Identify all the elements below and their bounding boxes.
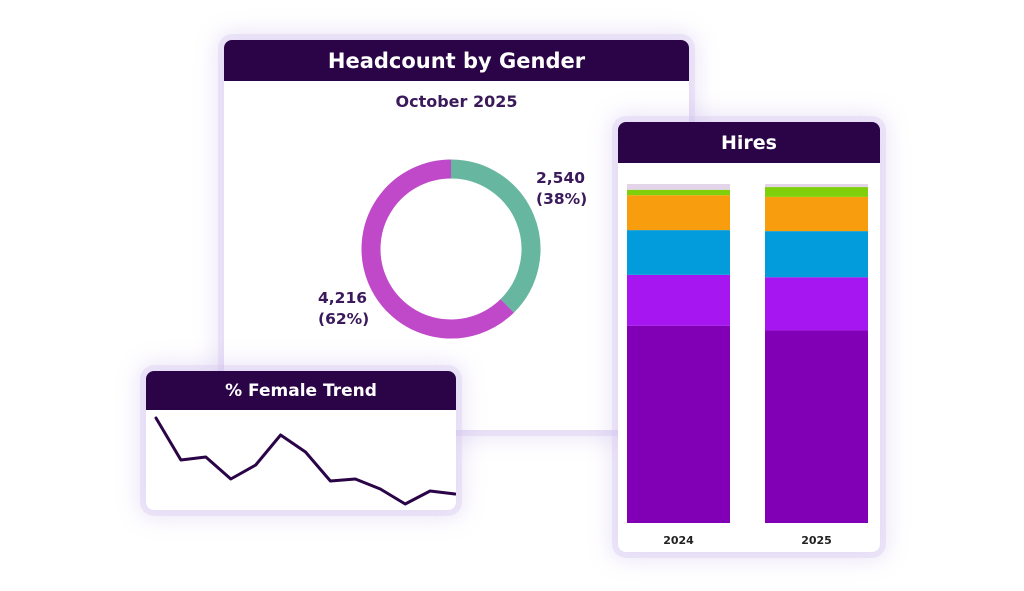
bar-2025-segment-2	[765, 277, 868, 331]
bar-2024-segment-2	[627, 274, 730, 326]
headcount-subtitle: October 2025	[395, 92, 518, 111]
magenta-slice-label: 4,216 (62%)	[318, 288, 369, 330]
female-trend-line	[154, 416, 456, 506]
hires-card-title: Hires	[618, 122, 880, 163]
hires-stacked-bar-chart: 2024 2025	[627, 184, 868, 547]
x-tick-label-2024: 2024	[663, 534, 694, 547]
bar-2024-segment-3	[627, 230, 730, 275]
teal-slice-value: 2,540	[536, 169, 586, 187]
bar-2024-segment-5	[627, 189, 730, 196]
teal-slice-label: 2,540 (38%)	[536, 168, 587, 210]
bar-2024-segment-4	[627, 195, 730, 231]
headcount-card-title: Headcount by Gender	[224, 40, 689, 81]
female-trend-title: % Female Trend	[146, 371, 456, 410]
bar-2025-segment-1	[765, 330, 868, 523]
bar-2024-segment-1	[627, 325, 730, 523]
magenta-slice-value: 4,216	[318, 289, 368, 307]
female-trend-card: % Female Trend	[146, 371, 456, 510]
headcount-by-gender-card: Headcount by Gender October 2025 2,540 (…	[224, 40, 689, 430]
bar-2024-segment-6	[627, 184, 730, 190]
bar-2025-segment-4	[765, 196, 868, 232]
female-trend-line-chart	[154, 416, 456, 506]
bar-2025-segment-5	[765, 187, 868, 197]
hires-card: Hires 2024 2025	[618, 122, 880, 552]
x-tick-label-2025: 2025	[801, 534, 832, 547]
donut-chart	[361, 159, 541, 339]
bar-2025-segment-3	[765, 231, 868, 278]
magenta-slice-percent: (62%)	[318, 310, 370, 328]
donut-slice-2	[361, 159, 514, 339]
bar-2025-segment-6	[765, 184, 868, 188]
donut-slice-1	[450, 159, 541, 313]
teal-slice-percent: (38%)	[536, 190, 588, 208]
